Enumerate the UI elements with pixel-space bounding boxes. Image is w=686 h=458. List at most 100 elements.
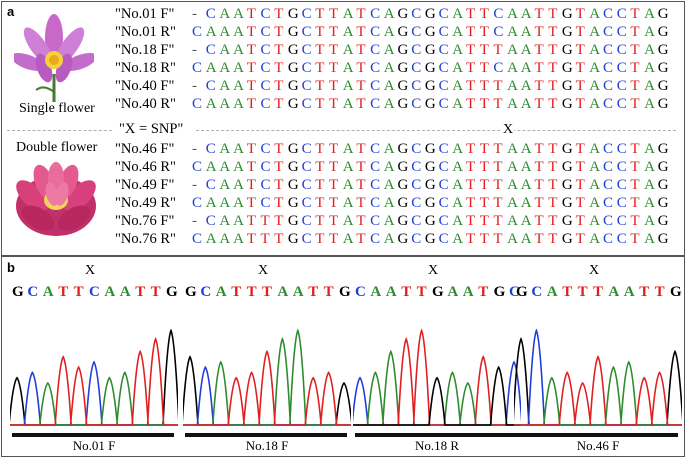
base-C: C bbox=[301, 42, 312, 58]
base-A: A bbox=[383, 60, 395, 76]
base-A: A bbox=[644, 195, 655, 211]
base-A: A bbox=[219, 6, 231, 22]
base-G: G bbox=[397, 213, 409, 229]
chromatogram-trace bbox=[10, 328, 178, 426]
trace-base-A: A bbox=[370, 284, 382, 300]
base-T: T bbox=[575, 177, 585, 193]
trace-line-A bbox=[10, 371, 178, 426]
base-C: C bbox=[411, 24, 422, 40]
base-C: C bbox=[301, 213, 312, 229]
base-A: A bbox=[507, 24, 518, 40]
row-label: "No.49 F" bbox=[115, 177, 175, 193]
base-A: A bbox=[520, 177, 532, 193]
base-T: T bbox=[575, 24, 585, 40]
base-C: C bbox=[301, 231, 312, 247]
base-T: T bbox=[315, 60, 325, 76]
base-C: C bbox=[370, 195, 381, 211]
base-T: T bbox=[246, 60, 256, 76]
base-A: A bbox=[233, 159, 244, 175]
base-T: T bbox=[630, 96, 640, 112]
base-G: G bbox=[397, 42, 409, 58]
base-A: A bbox=[342, 213, 354, 229]
trace-base-T: T bbox=[135, 284, 146, 300]
base-C: C bbox=[411, 177, 422, 193]
base-A: A bbox=[507, 78, 518, 94]
base-T: T bbox=[246, 78, 256, 94]
base-G: G bbox=[287, 96, 299, 112]
base-A: A bbox=[507, 231, 518, 247]
base-A: A bbox=[383, 6, 395, 22]
base-T: T bbox=[534, 213, 544, 229]
base-G: G bbox=[424, 78, 436, 94]
base-G: G bbox=[561, 42, 573, 58]
trace-base-C: C bbox=[89, 284, 100, 300]
base-C: C bbox=[370, 6, 381, 22]
gap-char: - bbox=[192, 78, 197, 94]
base-T: T bbox=[356, 195, 366, 211]
base-G: G bbox=[397, 24, 409, 40]
base-G: G bbox=[657, 42, 669, 58]
trace-base-T: T bbox=[577, 284, 588, 300]
base-C: C bbox=[205, 78, 216, 94]
base-A: A bbox=[644, 213, 655, 229]
base-T: T bbox=[315, 213, 325, 229]
base-T: T bbox=[493, 213, 503, 229]
base-C: C bbox=[192, 96, 203, 112]
trace-line-T bbox=[183, 349, 351, 426]
base-G: G bbox=[424, 24, 436, 40]
base-C: C bbox=[370, 24, 381, 40]
base-G: G bbox=[397, 96, 409, 112]
base-T: T bbox=[534, 60, 544, 76]
base-A: A bbox=[507, 177, 518, 193]
base-C: C bbox=[411, 60, 422, 76]
base-A: A bbox=[452, 42, 464, 58]
base-A: A bbox=[383, 231, 395, 247]
base-A: A bbox=[342, 141, 354, 157]
base-T: T bbox=[246, 195, 256, 211]
base-A: A bbox=[520, 159, 532, 175]
row-label: "No.40 F" bbox=[115, 78, 175, 94]
base-T: T bbox=[329, 6, 339, 22]
base-A: A bbox=[589, 96, 601, 112]
base-A: A bbox=[219, 42, 231, 58]
trace-base-A: A bbox=[119, 284, 131, 300]
base-A: A bbox=[383, 78, 395, 94]
base-A: A bbox=[219, 231, 231, 247]
base-G: G bbox=[424, 213, 436, 229]
base-T: T bbox=[493, 159, 503, 175]
base-C: C bbox=[260, 42, 271, 58]
base-C: C bbox=[603, 6, 614, 22]
base-G: G bbox=[561, 24, 573, 40]
base-A: A bbox=[233, 78, 244, 94]
base-A: A bbox=[452, 231, 464, 247]
base-G: G bbox=[657, 141, 669, 157]
base-A: A bbox=[233, 24, 244, 40]
base-T: T bbox=[493, 195, 503, 211]
base-G: G bbox=[397, 159, 409, 175]
base-A: A bbox=[520, 141, 532, 157]
base-T: T bbox=[479, 42, 489, 58]
base-A: A bbox=[644, 6, 655, 22]
base-A: A bbox=[342, 177, 354, 193]
base-C: C bbox=[260, 141, 271, 157]
base-A: A bbox=[589, 177, 601, 193]
row-label: "No.46 R" bbox=[115, 159, 176, 175]
base-A: A bbox=[219, 213, 231, 229]
base-C: C bbox=[438, 177, 449, 193]
base-G: G bbox=[561, 231, 573, 247]
base-C: C bbox=[411, 96, 422, 112]
base-T: T bbox=[548, 159, 558, 175]
base-T: T bbox=[479, 159, 489, 175]
base-T: T bbox=[479, 96, 489, 112]
base-A: A bbox=[233, 177, 244, 193]
base-T: T bbox=[575, 231, 585, 247]
base-A: A bbox=[383, 195, 395, 211]
trace-snp-marker: X bbox=[589, 263, 600, 278]
base-C: C bbox=[616, 159, 627, 175]
base-G: G bbox=[287, 141, 299, 157]
base-A: A bbox=[342, 42, 354, 58]
separator-left bbox=[7, 130, 112, 131]
base-T: T bbox=[534, 195, 544, 211]
base-A: A bbox=[589, 213, 601, 229]
